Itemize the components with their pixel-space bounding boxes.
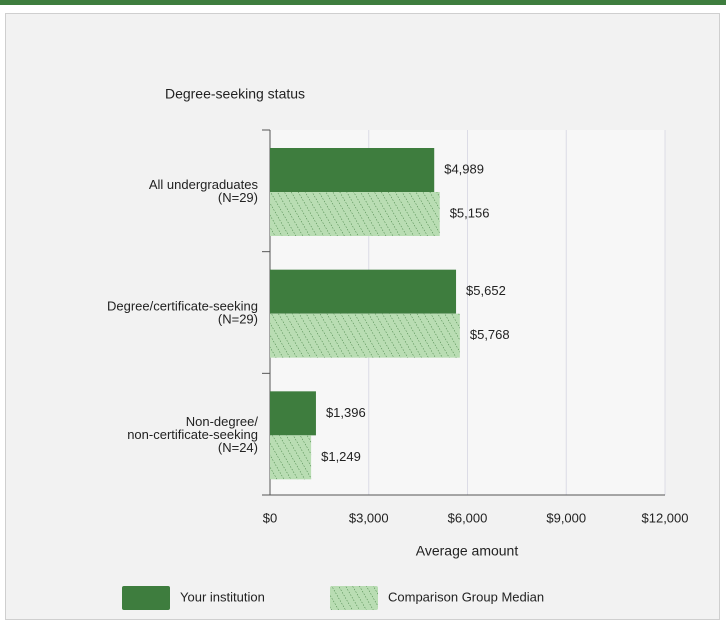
legend-swatch: [122, 586, 170, 610]
chart-title: Degree-seeking status: [165, 86, 305, 102]
value-label: $1,249: [321, 449, 361, 464]
y-tick-label: Non-degree/: [186, 414, 259, 429]
legend-swatch: [330, 586, 378, 610]
bar: [270, 313, 460, 358]
y-tick-label: Degree/certificate-seeking: [107, 299, 258, 314]
x-tick-label: $3,000: [349, 510, 389, 525]
y-tick-label: All undergraduates: [149, 177, 259, 192]
y-tick-label: (N=29): [218, 312, 258, 327]
value-label: $5,652: [466, 283, 506, 298]
x-tick-label: $9,000: [546, 510, 586, 525]
bar: [270, 391, 316, 436]
x-tick-label: $12,000: [642, 510, 689, 525]
bar: [270, 435, 312, 480]
y-tick-label: non-certificate-seeking: [127, 427, 258, 442]
x-tick-label: $0: [263, 510, 277, 525]
x-tick-label: $6,000: [448, 510, 488, 525]
value-label: $4,989: [444, 161, 484, 176]
value-label: $5,156: [450, 205, 490, 220]
bar: [270, 269, 457, 314]
value-label: $5,768: [470, 327, 510, 342]
legend-label: Comparison Group Median: [388, 589, 544, 604]
y-tick-label: (N=24): [218, 440, 258, 455]
bar: [270, 148, 435, 192]
x-axis-label: Average amount: [416, 543, 519, 559]
bar: [270, 192, 440, 236]
y-tick-label: (N=29): [218, 190, 258, 205]
top-bar: [0, 0, 726, 5]
value-label: $1,396: [326, 405, 366, 420]
legend-label: Your institution: [180, 589, 265, 604]
